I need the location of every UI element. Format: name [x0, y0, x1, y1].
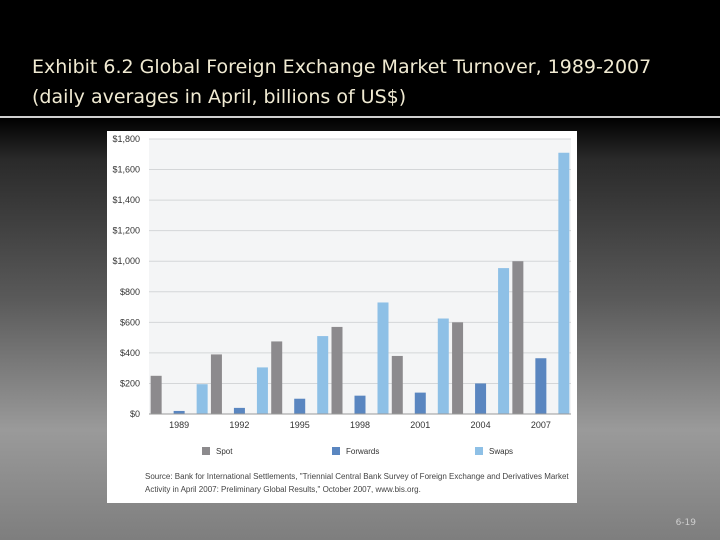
legend-label-spot: Spot [216, 447, 233, 456]
y-tick-label: $1,400 [112, 195, 140, 205]
page-number: 6-19 [675, 518, 696, 528]
bar-forwards-1989 [173, 410, 185, 414]
y-tick-label: $800 [120, 287, 140, 297]
y-tick-label: $0 [130, 409, 140, 419]
bar-swaps-2001 [437, 318, 449, 414]
x-tick-label: 2001 [410, 420, 430, 430]
legend-swatch-swaps [475, 447, 483, 455]
bar-swaps-2007 [558, 152, 570, 414]
bar-chart: $0 $200 $400 $600 $800 $1,000 $1,200 $1,400 $1,6… [112, 134, 571, 456]
y-tick-label: $1,800 [112, 134, 140, 144]
bar-forwards-1992 [233, 407, 245, 414]
legend-swatch-spot [202, 447, 210, 455]
x-tick-label: 1989 [169, 420, 189, 430]
title-divider [0, 116, 720, 118]
x-tick-label: 1992 [229, 420, 249, 430]
chart-panel: $0 $200 $400 $600 $800 $1,000 $1,200 $1,400 $1,6… [107, 131, 577, 503]
bar-forwards-2004 [475, 383, 487, 414]
bar-spot-1992 [210, 354, 222, 414]
bar-forwards-2007 [535, 358, 547, 414]
bar-spot-2004 [452, 322, 464, 414]
bar-swaps-1998 [377, 302, 389, 414]
bar-spot-1998 [331, 326, 343, 414]
x-tick-label: 1995 [290, 420, 310, 430]
y-tick-label: $1,600 [112, 165, 140, 175]
x-tick-label: 1998 [350, 420, 370, 430]
y-tick-label: $1,200 [112, 226, 140, 236]
bar-spot-1989 [150, 375, 162, 414]
bar-swaps-2004 [498, 268, 510, 414]
y-tick-label: $400 [120, 348, 140, 358]
bar-spot-2007 [512, 261, 524, 414]
bar-forwards-2001 [414, 392, 426, 414]
x-tick-label: 2004 [471, 420, 491, 430]
bar-forwards-1998 [354, 395, 366, 414]
bar-swaps-1992 [256, 367, 268, 414]
bar-swaps-1995 [317, 336, 329, 414]
y-tick-label: $1,000 [112, 256, 140, 266]
bar-forwards-1995 [294, 398, 306, 414]
legend-swatch-forwards [332, 447, 340, 455]
bar-swaps-1989 [196, 384, 208, 414]
bar-spot-1995 [271, 341, 283, 414]
bar-spot-2001 [391, 355, 403, 414]
x-tick-label: 2007 [531, 420, 551, 430]
legend-label-swaps: Swaps [489, 447, 513, 456]
y-tick-label: $600 [120, 317, 140, 327]
legend-label-forwards: Forwards [346, 447, 379, 456]
y-tick-label: $200 [120, 378, 140, 388]
source-note: Source: Bank for International Settlemen… [145, 472, 569, 494]
slide-title: Exhibit 6.2 Global Foreign Exchange Mark… [32, 56, 652, 108]
